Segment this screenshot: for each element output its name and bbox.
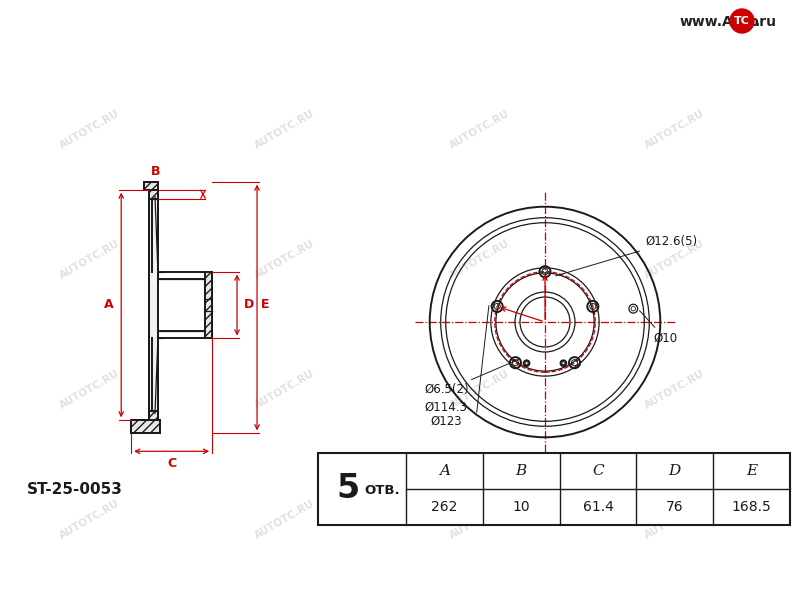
Polygon shape	[205, 272, 212, 338]
Text: A: A	[104, 298, 114, 311]
Text: 76: 76	[666, 500, 684, 514]
Text: Ø10: Ø10	[639, 311, 678, 345]
Text: B: B	[515, 464, 527, 478]
Text: 168.5: 168.5	[732, 500, 771, 514]
Polygon shape	[318, 453, 790, 525]
Text: AUTOTC.RU: AUTOTC.RU	[448, 239, 512, 281]
Text: AUTOTC.RU: AUTOTC.RU	[448, 369, 512, 411]
Text: 5: 5	[336, 472, 359, 505]
Polygon shape	[131, 420, 160, 433]
Text: ST-25-0053: ST-25-0053	[27, 482, 123, 497]
Text: AUTOTC.RU: AUTOTC.RU	[254, 499, 317, 541]
Text: B: B	[151, 165, 161, 178]
Text: Ø114.3: Ø114.3	[425, 401, 467, 414]
Text: E: E	[261, 298, 270, 311]
Text: AUTOTC.RU: AUTOTC.RU	[448, 109, 512, 151]
Text: AUTOTC.RU: AUTOTC.RU	[643, 369, 706, 411]
Text: A: A	[439, 464, 450, 478]
Text: AUTOTC.RU: AUTOTC.RU	[254, 239, 317, 281]
Text: C: C	[592, 464, 604, 478]
Text: AUTOTC.RU: AUTOTC.RU	[58, 239, 122, 281]
Polygon shape	[144, 182, 158, 190]
Text: AUTOTC.RU: AUTOTC.RU	[58, 109, 122, 151]
Text: www.Auto: www.Auto	[680, 15, 760, 29]
Text: D: D	[669, 464, 681, 478]
Text: AUTOTC.RU: AUTOTC.RU	[254, 369, 317, 411]
Text: E: E	[746, 464, 757, 478]
Text: 262: 262	[431, 500, 458, 514]
Text: .ru: .ru	[755, 15, 777, 29]
Text: AUTOTC.RU: AUTOTC.RU	[643, 499, 706, 541]
Text: Ø12.6(5): Ø12.6(5)	[556, 235, 697, 276]
Text: Ø123: Ø123	[430, 415, 462, 428]
Text: 10: 10	[512, 500, 530, 514]
Polygon shape	[149, 199, 158, 411]
Polygon shape	[149, 190, 158, 199]
Polygon shape	[158, 278, 205, 331]
Text: TC: TC	[734, 16, 750, 26]
Text: ОТВ.: ОТВ.	[364, 484, 400, 497]
Circle shape	[730, 9, 754, 33]
Polygon shape	[149, 411, 158, 420]
Text: C: C	[167, 457, 176, 470]
Text: Ø6.5(2): Ø6.5(2)	[425, 359, 519, 397]
Text: AUTOTC.RU: AUTOTC.RU	[448, 499, 512, 541]
Text: AUTOTC.RU: AUTOTC.RU	[58, 369, 122, 411]
Text: AUTOTC.RU: AUTOTC.RU	[58, 499, 122, 541]
Text: AUTOTC.RU: AUTOTC.RU	[643, 109, 706, 151]
Text: AUTOTC.RU: AUTOTC.RU	[254, 109, 317, 151]
Text: AUTOTC.RU: AUTOTC.RU	[643, 239, 706, 281]
Text: 61.4: 61.4	[582, 500, 614, 514]
Text: D: D	[244, 298, 254, 311]
